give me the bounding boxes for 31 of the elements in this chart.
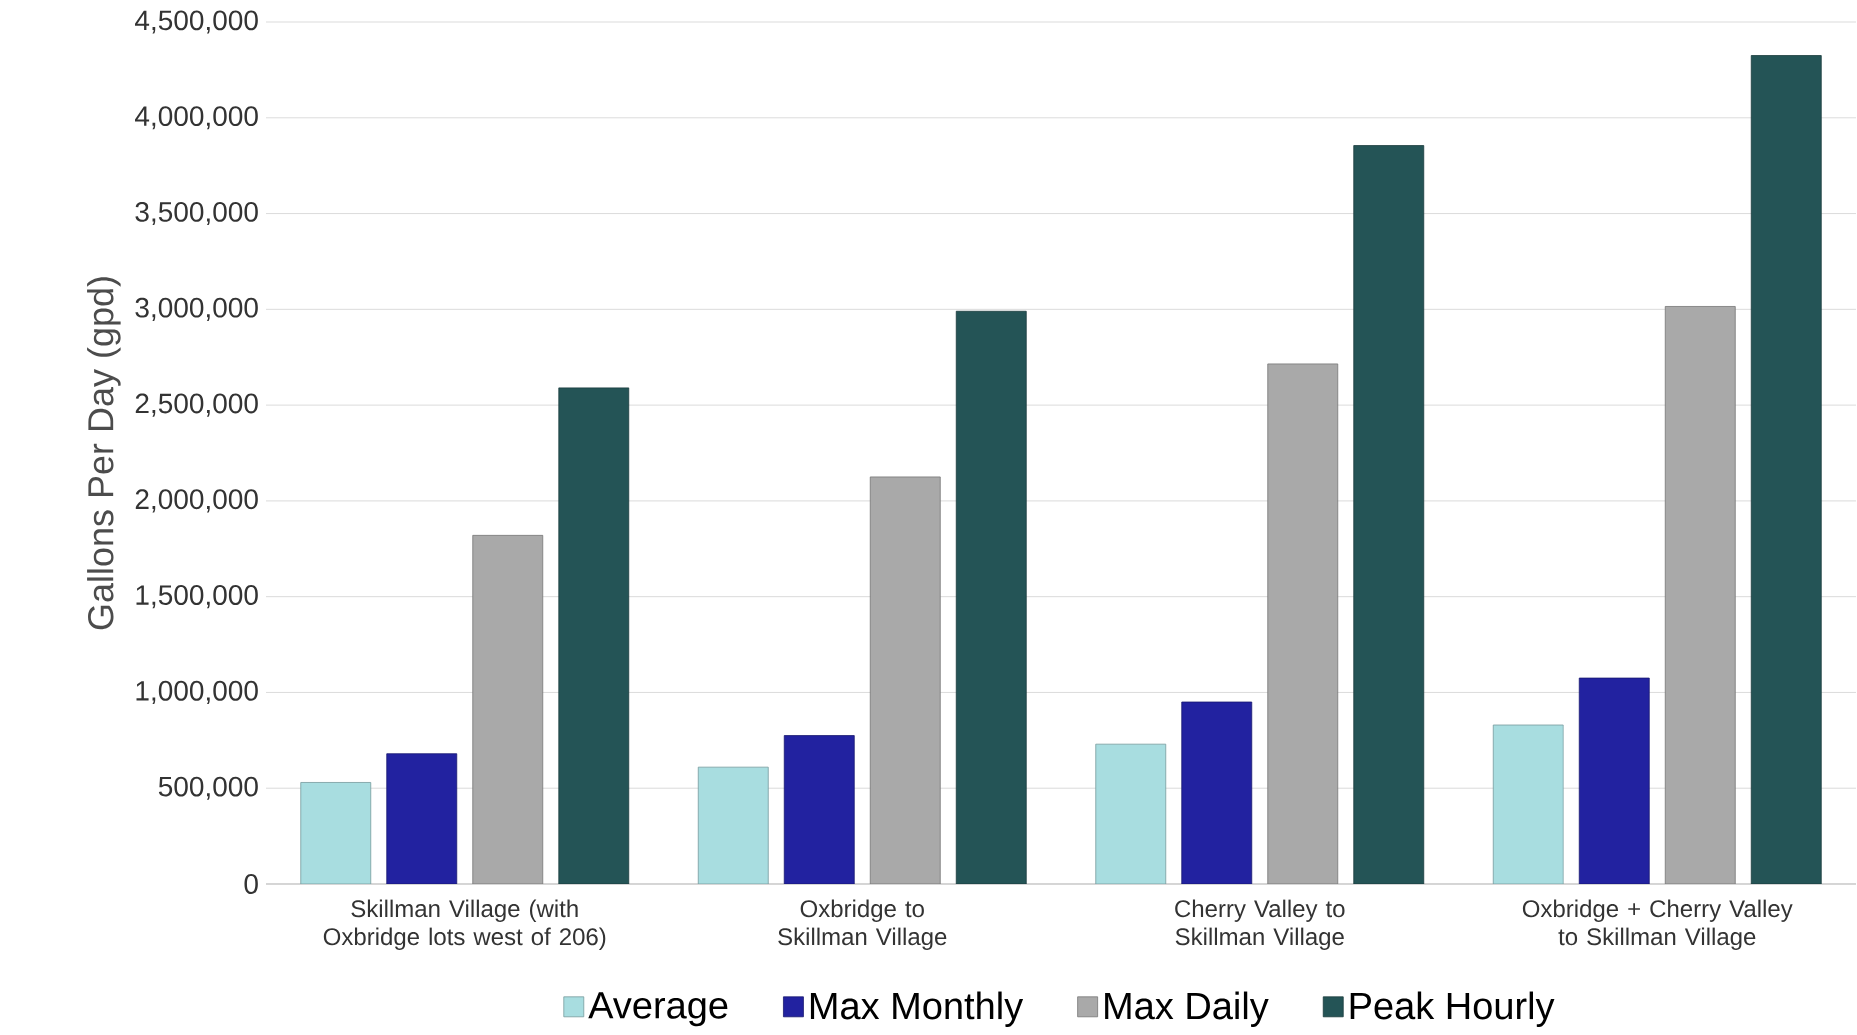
bar bbox=[558, 387, 630, 884]
bar bbox=[1578, 677, 1650, 884]
bar bbox=[955, 310, 1027, 884]
bar bbox=[783, 735, 855, 884]
x-tick-label: Skillman Village (with Oxbridge lots west of 206) bbox=[323, 899, 606, 950]
bar bbox=[386, 753, 458, 884]
bar bbox=[300, 782, 372, 884]
y-tick-label: 500,000 bbox=[158, 776, 258, 800]
y-tick-label: 0 bbox=[244, 874, 258, 894]
y-tick-label: 1,500,000 bbox=[136, 585, 258, 609]
bar bbox=[697, 766, 769, 884]
bar bbox=[1095, 743, 1167, 884]
y-tick-label: 2,000,000 bbox=[135, 489, 258, 513]
legend-label: Peak Hourly bbox=[1350, 991, 1555, 1027]
y-tick-label: 3,000,000 bbox=[135, 297, 258, 321]
bar bbox=[1750, 55, 1822, 884]
y-axis-title: Gallons Per Day (gpd) bbox=[87, 277, 121, 630]
y-tick-label: 3,500,000 bbox=[135, 201, 258, 226]
x-tick-label: Oxbridge to Skillman Village bbox=[778, 899, 947, 950]
y-tick-label: 1,000,000 bbox=[136, 680, 258, 705]
bar bbox=[1353, 145, 1425, 884]
legend-label: Max Monthly bbox=[810, 991, 1024, 1027]
legend-label: Max Daily bbox=[1105, 991, 1269, 1027]
y-tick-label: 2,500,000 bbox=[135, 393, 258, 417]
y-tick-label: 4,000,000 bbox=[135, 106, 258, 130]
x-tick-label: Oxbridge + Cherry Valley to Skillman Village bbox=[1522, 899, 1793, 950]
y-tick-label: 4,500,000 bbox=[135, 10, 258, 34]
bar bbox=[1492, 724, 1564, 884]
x-tick-label: Cherry Valley to Skillman Village bbox=[1175, 899, 1345, 950]
legend-label: Average bbox=[588, 992, 728, 1027]
bar bbox=[1181, 701, 1253, 884]
